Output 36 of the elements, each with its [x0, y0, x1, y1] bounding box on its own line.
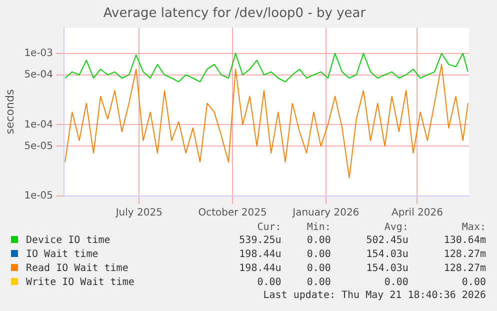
y-tick-label: 5e-04 [24, 69, 54, 80]
text: 0.00 [383, 276, 408, 290]
text: 154.03u [365, 248, 408, 262]
text: Last update: Thu May 21 18:40:36 2026 [262, 290, 486, 302]
y-tick-label: 5e-05 [24, 140, 54, 152]
text: Cur: [256, 222, 282, 234]
x-tick-label: October 2025 [198, 208, 267, 219]
y-tick-label: 1e-05 [24, 190, 54, 202]
text: 0.00 [306, 276, 331, 290]
x-tick-label: April 2026 [391, 208, 443, 219]
y-tick-label: 1e-03 [24, 48, 54, 59]
text: 0.00 [460, 276, 486, 290]
text: 0.00 [306, 234, 331, 248]
text: Avg: [383, 222, 408, 234]
text: 130.64m [442, 234, 486, 248]
text: 0.00 [306, 248, 331, 262]
y-tick-label: 1e-04 [24, 119, 54, 130]
legend-label: Write IO Wait time [26, 277, 134, 288]
text: 198.44u [238, 248, 282, 262]
legend-label: Device IO time [26, 235, 110, 246]
y-axis-title: seconds [3, 89, 16, 134]
text: Max: [460, 222, 486, 234]
text: Min: [306, 222, 331, 234]
text: 128.27m [442, 262, 486, 276]
legend-label: IO Wait time [26, 249, 98, 260]
text: 154.03u [365, 262, 408, 276]
x-tick-label: July 2025 [114, 208, 162, 219]
x-tick-label: January 2026 [292, 208, 360, 219]
text: 198.44u [238, 262, 282, 276]
legend-label: Read IO Wait time [26, 263, 128, 274]
chart-title: Average latency for /dev/loop0 - by year [103, 6, 366, 22]
text: 502.45u [365, 234, 408, 248]
text: 0.00 [306, 262, 331, 276]
text: 539.25u [238, 234, 282, 248]
text: 0.00 [256, 276, 282, 290]
text: 128.27m [442, 248, 486, 262]
